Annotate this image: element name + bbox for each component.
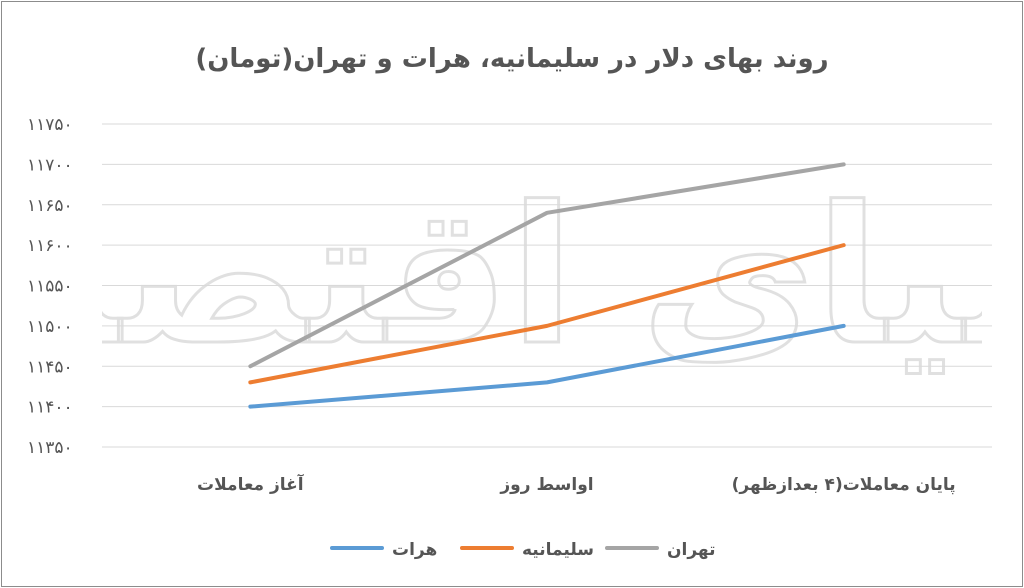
legend-label-2: تهران bbox=[667, 540, 716, 560]
x-category-label: آغاز معاملات bbox=[197, 473, 305, 495]
y-tick-label: ۱۱۶۵۰ bbox=[27, 196, 73, 216]
y-tick-label: ۱۱۷۵۰ bbox=[27, 115, 73, 135]
legend-label-1: سلیمانیه bbox=[522, 540, 594, 560]
y-tick-label: ۱۱۳۵۰ bbox=[27, 438, 73, 458]
y-tick-label: ۱۱۵۵۰ bbox=[27, 277, 73, 297]
legend-label-0: هرات bbox=[392, 540, 437, 560]
y-tick-label: ۱۱۶۰۰ bbox=[27, 236, 73, 256]
y-tick-label: ۱۱۷۰۰ bbox=[27, 155, 73, 175]
series-line-0 bbox=[248, 323, 846, 409]
x-category-label: پایان معاملات(۴ بعدازظهر) bbox=[732, 475, 956, 495]
series-line-1 bbox=[248, 243, 846, 385]
x-category-label: اواسط روز bbox=[499, 475, 593, 495]
y-tick-label: ۱۱۴۵۰ bbox=[27, 357, 73, 377]
series-line-2 bbox=[248, 162, 846, 369]
chart-title: روند بهای دلار در سلیمانیه، هرات و تهران… bbox=[195, 44, 828, 74]
y-tick-label: ۱۱۵۰۰ bbox=[27, 317, 73, 337]
y-tick-label: ۱۱۴۰۰ bbox=[27, 398, 73, 418]
